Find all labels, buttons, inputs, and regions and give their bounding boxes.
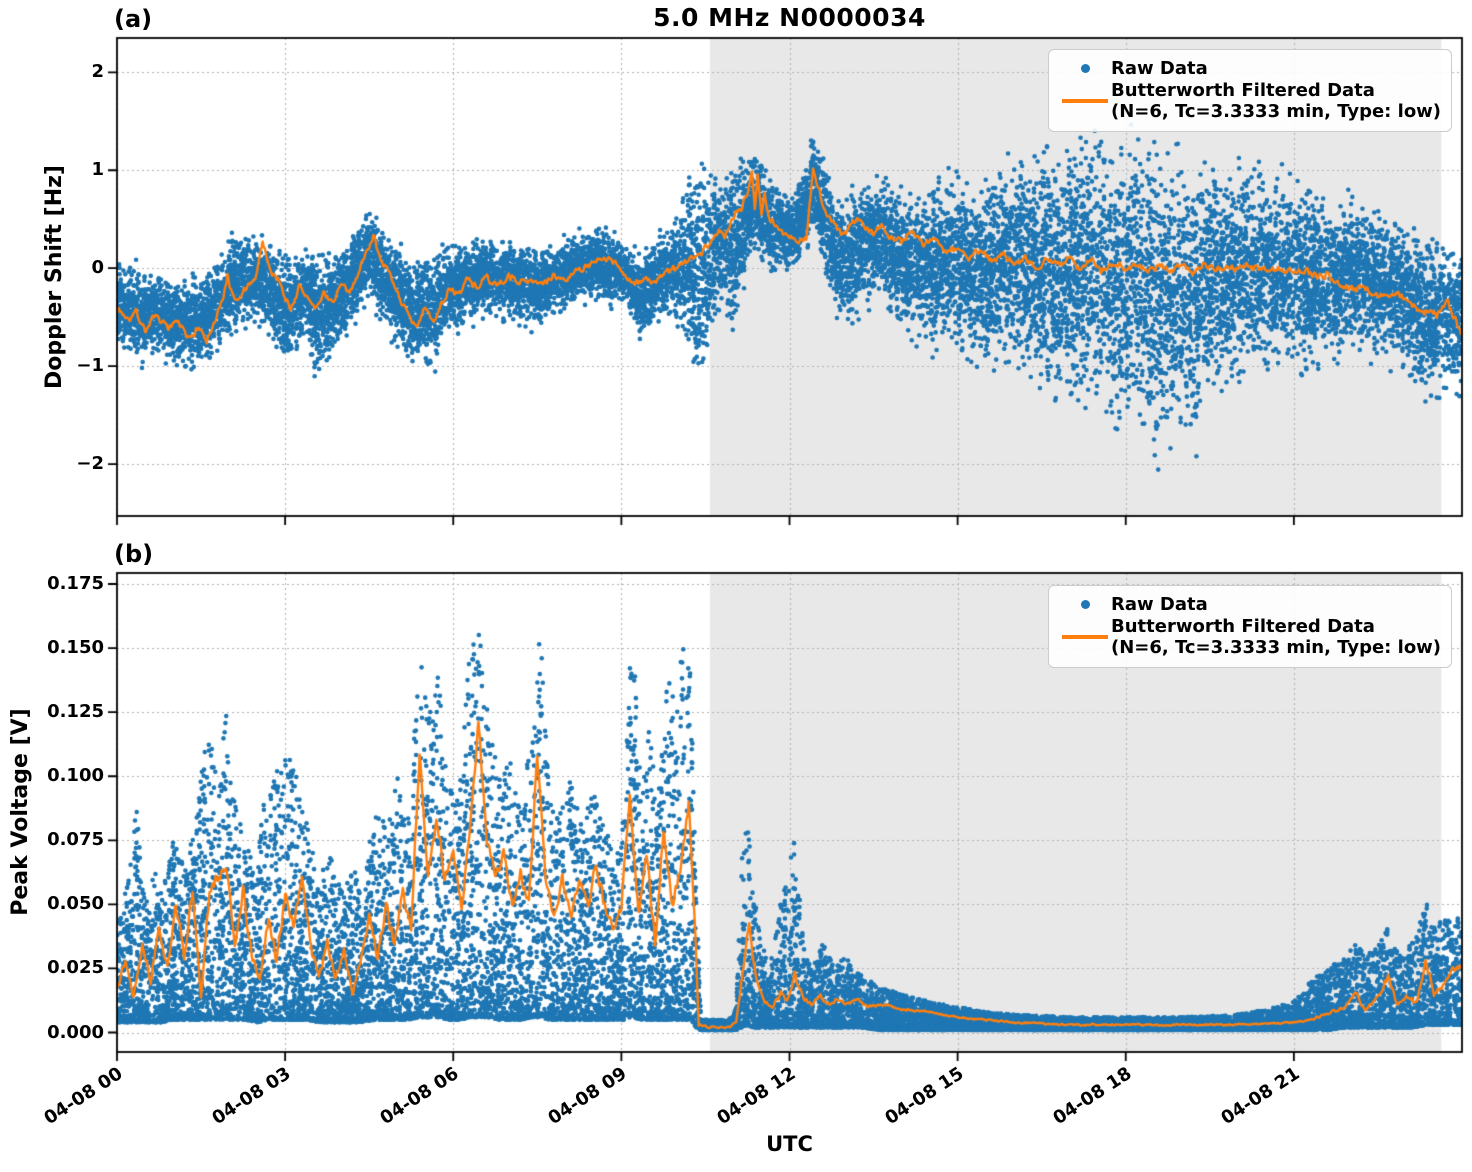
y-tick-label: 0.175 bbox=[47, 573, 104, 595]
y-tick-label: 2 bbox=[91, 61, 104, 83]
y-tick-label: −2 bbox=[76, 453, 104, 475]
y-tick-label: 0.050 bbox=[47, 893, 104, 915]
y-tick-label: 0.100 bbox=[47, 765, 104, 787]
panel-b-label: (b) bbox=[114, 540, 154, 568]
legend-filtered-sublabel: (N=6, Tc=3.3333 min, Type: low) bbox=[1111, 637, 1442, 658]
filtered-line-icon bbox=[1062, 99, 1108, 103]
legend-filtered-label: Butterworth Filtered Data bbox=[1111, 616, 1375, 637]
raw-marker-swatch bbox=[1059, 600, 1111, 609]
legend-filtered-row: Butterworth Filtered Data (N=6, Tc=3.333… bbox=[1059, 616, 1443, 658]
filtered-line-swatch bbox=[1059, 635, 1111, 639]
y-tick-label: 0.075 bbox=[47, 829, 104, 851]
raw-dot-icon bbox=[1080, 64, 1090, 73]
y-tick-label: 0.150 bbox=[47, 637, 104, 659]
y-tick-label: 1 bbox=[91, 159, 104, 181]
legend-raw-row: Raw Data bbox=[1059, 594, 1443, 615]
x-axis-label: UTC bbox=[766, 1132, 813, 1156]
legend-filtered-sublabel: (N=6, Tc=3.3333 min, Type: low) bbox=[1111, 101, 1442, 122]
figure-title: 5.0 MHz N0000034 bbox=[653, 3, 926, 32]
y-tick-label: 0.000 bbox=[47, 1021, 104, 1043]
raw-dot-icon bbox=[1080, 600, 1090, 609]
legend-filtered-row: Butterworth Filtered Data (N=6, Tc=3.333… bbox=[1059, 80, 1443, 122]
y-tick-label: −1 bbox=[76, 355, 104, 377]
legend-raw-label: Raw Data bbox=[1111, 58, 1208, 79]
filtered-line-icon bbox=[1062, 635, 1108, 639]
y-tick-label: 0.025 bbox=[47, 957, 104, 979]
y-tick-label: 0 bbox=[91, 257, 104, 279]
panel-a-label: (a) bbox=[114, 5, 153, 33]
filtered-line-swatch bbox=[1059, 99, 1111, 103]
legend-filtered-label: Butterworth Filtered Data bbox=[1111, 80, 1375, 101]
legend-b: Raw Data Butterworth Filtered Data (N=6,… bbox=[1048, 585, 1452, 668]
y-tick-label: 0.125 bbox=[47, 701, 104, 723]
legend-raw-label: Raw Data bbox=[1111, 594, 1208, 615]
legend-a: Raw Data Butterworth Filtered Data (N=6,… bbox=[1048, 49, 1452, 132]
legend-raw-row: Raw Data bbox=[1059, 58, 1443, 79]
raw-marker-swatch bbox=[1059, 64, 1111, 73]
